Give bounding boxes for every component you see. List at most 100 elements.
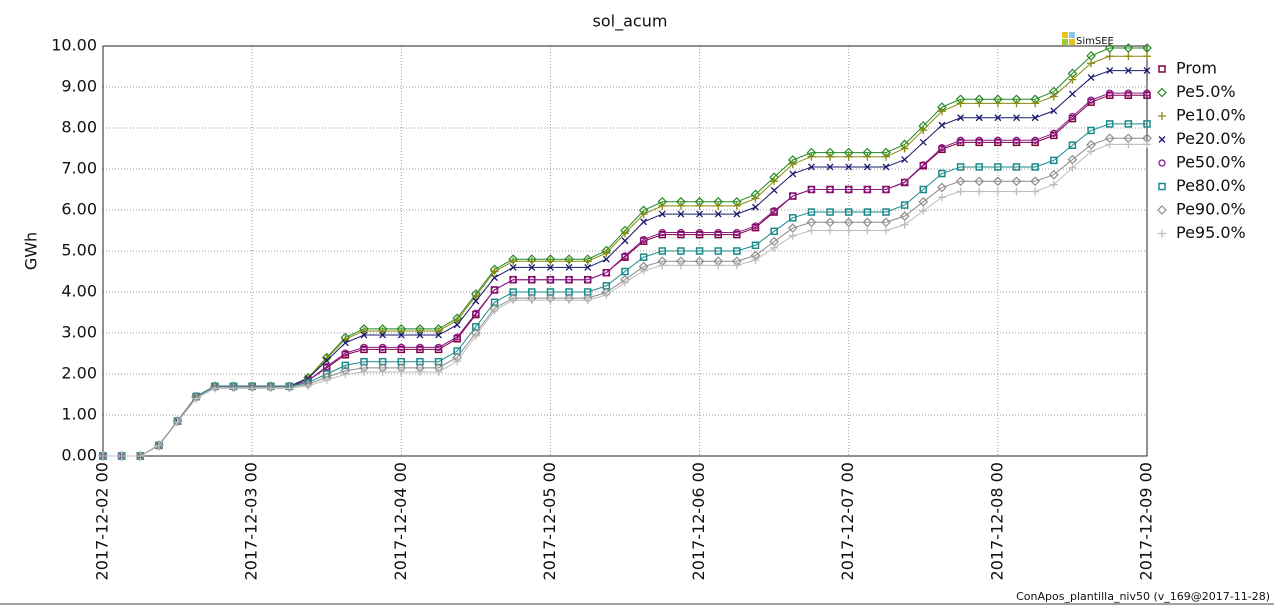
marker [807,163,815,171]
marker [602,269,611,277]
marker [509,296,518,305]
marker [937,182,947,193]
marker [1105,52,1114,61]
marker [695,228,704,237]
marker [1031,99,1040,108]
marker [714,247,722,255]
legend-label: Pe20.0% [1176,129,1246,148]
series [99,67,1151,460]
marker [453,316,462,325]
marker [695,247,704,255]
marker [919,206,928,215]
legend-item: Pe95.0% [1158,223,1246,242]
y-tick-label: 6.00 [61,200,97,219]
marker [304,375,312,382]
marker [1013,114,1020,122]
marker [807,152,816,161]
marker [415,326,424,335]
marker [528,288,536,296]
marker [1049,92,1058,101]
marker [826,163,834,171]
marker [360,326,368,335]
marker [957,114,965,122]
marker [397,357,406,366]
legend-swatch [1158,182,1166,191]
marker [509,288,517,296]
marker [546,276,555,284]
legend-swatch [1158,136,1166,143]
marker [677,228,685,237]
marker [323,362,331,371]
marker [565,296,574,305]
marker [676,201,685,210]
marker [918,196,929,207]
marker [900,220,909,229]
marker [583,257,592,266]
marker [937,107,946,116]
marker [732,261,741,270]
series-line [103,123,1147,457]
marker [844,152,853,161]
marker [639,235,648,244]
marker [714,261,723,270]
marker [695,261,704,270]
marker [416,331,424,339]
marker [1049,180,1058,189]
marker [621,229,629,238]
marker [1105,120,1114,128]
marker [900,144,909,153]
marker [1068,90,1076,98]
marker [1087,126,1095,135]
marker [1031,114,1039,122]
marker [621,267,629,276]
marker [677,210,685,218]
marker [714,228,722,237]
marker [752,203,759,211]
marker [565,288,573,296]
footer: ConApos_plantilla_niv50 (v_169@2017-11-2… [1016,590,1270,603]
marker [732,201,741,210]
y-tick-label: 9.00 [61,77,97,96]
marker [788,231,797,240]
marker [993,187,1002,196]
marker [993,176,1003,187]
marker [956,99,965,108]
marker [1068,75,1077,84]
marker [733,247,741,255]
marker [416,357,424,366]
marker [658,201,667,210]
marker [602,249,611,258]
marker [397,331,405,339]
marker [1124,120,1133,128]
marker [770,207,778,215]
marker [900,201,909,209]
x-tick-label: 2017-12-07 00 [838,462,857,580]
marker [565,276,573,284]
marker [975,114,983,122]
marker [640,218,648,226]
legend-item: Pe50.0% [1158,153,1246,172]
legend-item: Pe90.0% [1157,200,1246,219]
marker [1031,136,1039,144]
marker [1124,89,1133,97]
marker [677,247,685,255]
marker [472,297,480,305]
x-tick-label: 2017-12-08 00 [987,462,1006,580]
marker [770,177,779,186]
marker [117,452,126,460]
marker [341,335,350,344]
legend-item: Prom [1158,59,1217,78]
marker [845,185,853,194]
marker [825,217,835,228]
legend-swatch [1158,112,1166,120]
marker [602,290,611,299]
x-tick-label: 2017-12-03 00 [242,462,261,580]
marker [490,286,499,294]
marker [789,214,797,222]
marker [919,185,928,194]
marker [956,187,965,196]
marker [527,296,536,305]
marker [360,367,368,376]
marker [453,321,461,329]
